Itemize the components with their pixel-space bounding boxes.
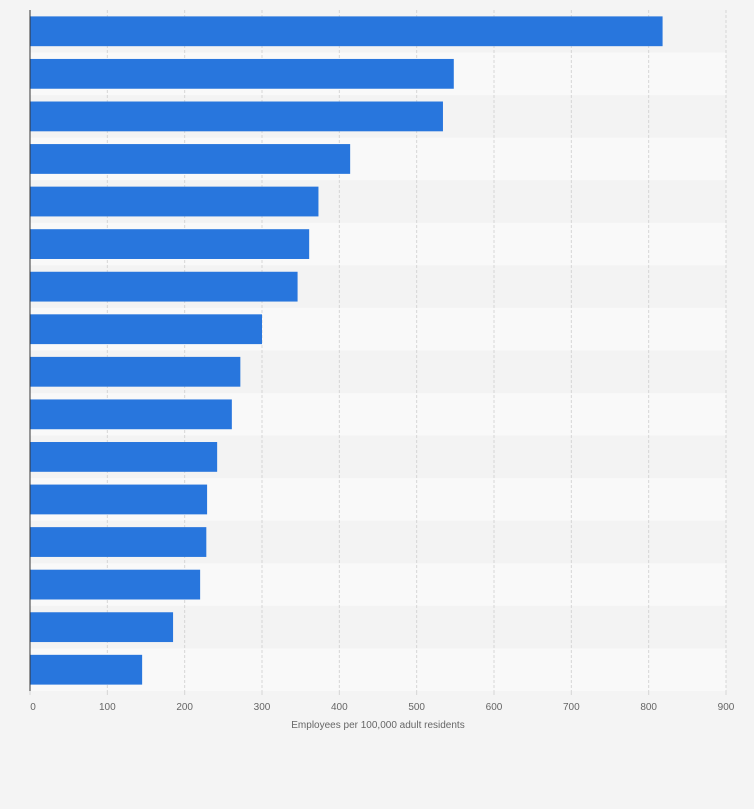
bar xyxy=(30,484,208,515)
bar xyxy=(30,356,241,387)
x-tick-label: 200 xyxy=(176,702,193,713)
bar xyxy=(30,654,143,685)
x-tick-label: 300 xyxy=(254,702,271,713)
bar xyxy=(30,612,174,643)
bar xyxy=(30,186,319,217)
x-axis-title: Employees per 100,000 adult residents xyxy=(291,720,464,731)
x-tick-label: 800 xyxy=(640,702,657,713)
bar xyxy=(30,527,207,557)
bar xyxy=(30,569,201,600)
x-tick-label: 100 xyxy=(99,702,116,713)
x-tick-label: 700 xyxy=(563,702,580,713)
x-tick-label: 900 xyxy=(718,702,735,713)
bar xyxy=(30,229,310,259)
bar xyxy=(30,442,218,472)
x-tick-label: 0 xyxy=(30,702,36,713)
bar xyxy=(30,101,443,132)
x-tick-label: 500 xyxy=(408,702,425,713)
x-axis-ticks: 0 100 200 300 400 500 600 700 800 900 xyxy=(29,691,735,713)
bar xyxy=(30,16,663,47)
bars xyxy=(30,16,663,685)
bar xyxy=(30,271,298,302)
bar xyxy=(30,314,262,345)
bar xyxy=(30,58,454,89)
row-band xyxy=(30,648,726,691)
bar xyxy=(30,144,351,174)
x-tick-label: 600 xyxy=(486,702,503,713)
bar xyxy=(30,399,232,430)
x-tick-label: 400 xyxy=(331,702,348,713)
